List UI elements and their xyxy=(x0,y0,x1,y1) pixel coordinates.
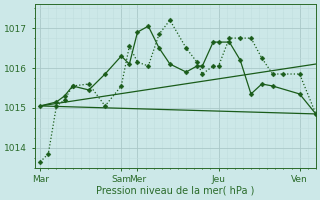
X-axis label: Pression niveau de la mer( hPa ): Pression niveau de la mer( hPa ) xyxy=(96,186,254,196)
